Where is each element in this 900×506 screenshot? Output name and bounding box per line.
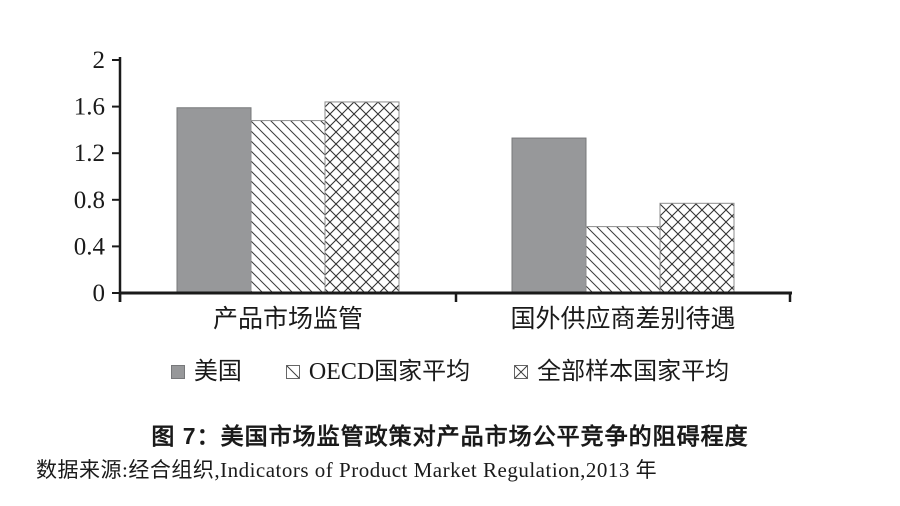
bar xyxy=(176,107,252,294)
bar xyxy=(659,202,735,294)
bar xyxy=(250,120,326,294)
legend-swatch-diagonal-hatch-icon xyxy=(285,365,300,379)
data-source: 数据来源:经合组织,Indicators of Product Market R… xyxy=(36,458,658,482)
legend-item: OECD国家平均 xyxy=(285,359,471,385)
legend-swatch-solid-icon xyxy=(170,365,185,379)
legend-item: 美国 xyxy=(170,359,242,385)
y-axis-tick-label: 2 xyxy=(93,47,106,74)
y-axis-tick-label: 0.8 xyxy=(74,187,105,214)
figure-title: 图 7：美国市场监管政策对产品市场公平竞争的阻碍程度 xyxy=(151,423,749,449)
bar xyxy=(511,137,587,294)
bar xyxy=(324,101,400,294)
y-axis-tick-label: 1.2 xyxy=(74,140,105,167)
category-label: 国外供应商差别待遇 xyxy=(510,305,735,333)
legend-label: 美国 xyxy=(193,359,242,385)
legend-item: 全部样本国家平均 xyxy=(514,360,729,384)
y-axis-tick-label: 1.6 xyxy=(74,94,105,121)
legend-label: 全部样本国家平均 xyxy=(537,359,730,385)
bar xyxy=(585,226,661,294)
legend-swatch-cross-hatch-icon xyxy=(514,365,529,379)
legend: 美国 OECD国家平均 全部样本国家平均 xyxy=(0,360,900,384)
category-label: 产品市场监管 xyxy=(213,305,363,333)
y-axis-tick-label: 0 xyxy=(93,280,106,307)
plot-svg: 产品市场监管 国外供应商差别待遇 0 0.4 0.8 1.2 1.6 2 xyxy=(74,47,792,333)
legend-label: OECD国家平均 xyxy=(308,359,471,385)
y-axis-tick-label: 0.4 xyxy=(74,233,106,260)
